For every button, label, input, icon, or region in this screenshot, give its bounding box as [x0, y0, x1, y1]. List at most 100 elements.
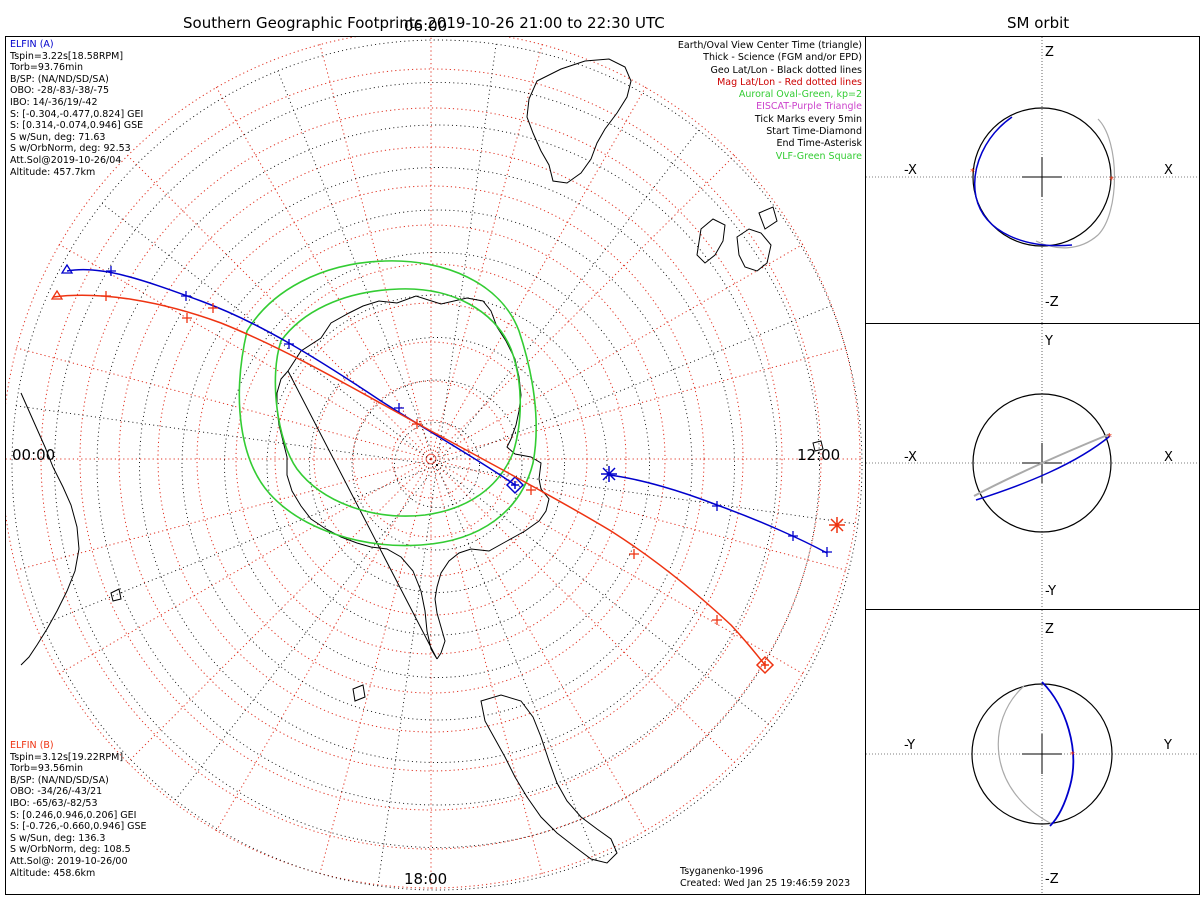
sm-panel-xz-left: -X [904, 163, 917, 178]
sm-panel-xz-top: Z [1045, 45, 1054, 60]
mag-lon-line [430, 458, 543, 875]
elfin-a-line: Att.Sol@2019-10-26/04 [10, 154, 122, 166]
geo-lat-circle [266, 294, 608, 636]
elfin-a-line: IBO: 14/-36/19/-42 [10, 96, 98, 108]
elfin-b-line: S w/Sun, deg: 136.3 [10, 832, 106, 844]
mag-lon-line [126, 154, 432, 460]
elfin-b-line: Att.Sol@: 2019-10-26/00 [10, 855, 128, 867]
elfin-b-line: Torb=93.56min [10, 763, 84, 775]
sm-panel-xz-right: X [1164, 163, 1173, 178]
orbit-a-marker: * [970, 167, 975, 178]
sm-orbit-title: SM orbit [1007, 14, 1070, 32]
geographic-grid [11, 39, 863, 891]
elfin-a-track [60, 263, 832, 557]
mag-lon-line [430, 458, 647, 832]
elfin-b-line: S: [-0.726,-0.660,0.946] GSE [10, 821, 147, 833]
sm-plot-xy: * [866, 324, 1199, 609]
orbit-b-path [997, 685, 1053, 825]
mag-lon-line [430, 154, 736, 460]
orbit-b-path [973, 433, 1111, 497]
mag-lat-circle [40, 68, 822, 850]
elfin-b-line: B/SP: (NA/ND/SD/SA) [10, 774, 109, 786]
origin-cross [1022, 157, 1062, 197]
elfin-b-view-triangle [50, 289, 64, 300]
geo-lat-circle [54, 82, 820, 848]
sm-panel-xy-top: Y [1045, 334, 1053, 349]
coastline-australia [526, 58, 632, 184]
legend-entry: Auroral Oval-Green, kp=2 [738, 89, 862, 101]
sm-panel-xy-left: -X [904, 450, 917, 465]
orbit-b-marker: * [1109, 175, 1114, 186]
orbit-a-path [1041, 681, 1075, 827]
elfin-a-info: ELFIN (A) Tspin=3.22s[18.58RPM] Torb=93.… [10, 39, 143, 178]
elfin-b-track [50, 289, 845, 675]
earth-circle [972, 107, 1112, 247]
elfin-a-track-segment-1 [66, 268, 516, 486]
mag-lon-line [15, 458, 432, 571]
sm-panel-xz: * * Z -Z -X X [865, 36, 1200, 324]
legend-entry: Start Time-Diamond [766, 126, 862, 138]
mag-lat-circle [196, 224, 666, 694]
elfin-b-line: Tspin=3.12s[19.22RPM] [10, 751, 124, 763]
mag-lon-line [15, 347, 432, 460]
geo-lat-circle [351, 379, 523, 551]
mag-lon-line [430, 86, 647, 460]
geo-lat-circle [181, 209, 693, 721]
elfin-a-line: B/SP: (NA/ND/SD/SA) [10, 73, 109, 85]
geo-lon-line [436, 305, 832, 466]
footprint-map-frame [5, 36, 866, 895]
elfin-a-line: OBO: -28/-83/-38/-75 [10, 85, 110, 97]
legend-entry: Tick Marks every 5min [754, 113, 862, 125]
mag-lon-line [319, 43, 432, 460]
elfin-a-line: S w/OrbNorm, deg: 92.53 [10, 143, 131, 155]
time-label-bottom: 18:00 [404, 870, 448, 888]
sm-panel-xy: * Y -Y -X X [865, 323, 1200, 610]
mag-lon-line [215, 458, 432, 832]
map-legend: Earth/Oval View Center Time (triangle) T… [678, 40, 862, 163]
geo-lat-circle [394, 422, 480, 508]
model-credit: Tsyganenko-1996 [680, 866, 764, 877]
orbit-marker: * [1070, 750, 1075, 761]
geo-lat-circle [309, 337, 565, 593]
coastline-islands [110, 206, 824, 702]
mag-lat-circle [352, 380, 510, 538]
sm-panel-yz-top: Z [1045, 622, 1054, 637]
elfin-b-line: IBO: -65/63/-82/53 [10, 797, 98, 809]
mag-lat-circle [79, 107, 783, 811]
elfin-b-name: ELFIN (B) [10, 740, 54, 751]
elfin-b-line: S: [0.246,0.946,0.206] GEI [10, 809, 137, 821]
elfin-a-start-diamond [505, 475, 525, 495]
coastline-south-america [480, 694, 618, 864]
mag-lon-line [430, 243, 804, 460]
mag-lon-line [430, 458, 847, 571]
elfin-b-line: S w/OrbNorm, deg: 108.5 [10, 844, 131, 856]
sm-plot-xz: * * [866, 37, 1199, 323]
elfin-b-line: Altitude: 458.6km [10, 867, 96, 879]
elfin-a-line: S w/Sun, deg: 71.63 [10, 131, 106, 143]
time-label-left: 00:00 [12, 446, 56, 464]
geo-lat-circle [139, 167, 735, 763]
elfin-a-line: Altitude: 457.7km [10, 166, 96, 178]
sm-panel-xy-right: X [1164, 450, 1173, 465]
auroral-oval [238, 260, 537, 547]
mag-lat-circle [313, 341, 549, 577]
elfin-a-tick-marks [106, 266, 832, 557]
origin-cross [1022, 734, 1062, 774]
sm-panel-xz-bottom: -Z [1045, 295, 1059, 310]
axis-lines [866, 324, 1199, 609]
geo-lat-circle [224, 252, 650, 678]
geo-lon-line [436, 464, 773, 728]
mag-lon-line [126, 458, 432, 764]
elfin-b-tick-marks [101, 291, 722, 625]
elfin-a-end-asterisk [601, 466, 617, 482]
sm-panel-xy-bottom: -Y [1045, 584, 1057, 599]
legend-entry: End Time-Asterisk [776, 138, 862, 150]
coastline-new-zealand [696, 218, 772, 272]
orbit-marker: * [1107, 432, 1112, 443]
elfin-a-line: Torb=93.76min [10, 62, 84, 74]
axis-lines [866, 37, 1199, 323]
elfin-b-info: ELFIN (B) Tspin=3.12s[19.22RPM] Torb=93.… [10, 740, 147, 879]
time-label-right: 12:00 [797, 446, 841, 464]
orbit-b-path [1035, 118, 1116, 249]
elfin-b-line: OBO: -34/26/-43/21 [10, 786, 103, 798]
